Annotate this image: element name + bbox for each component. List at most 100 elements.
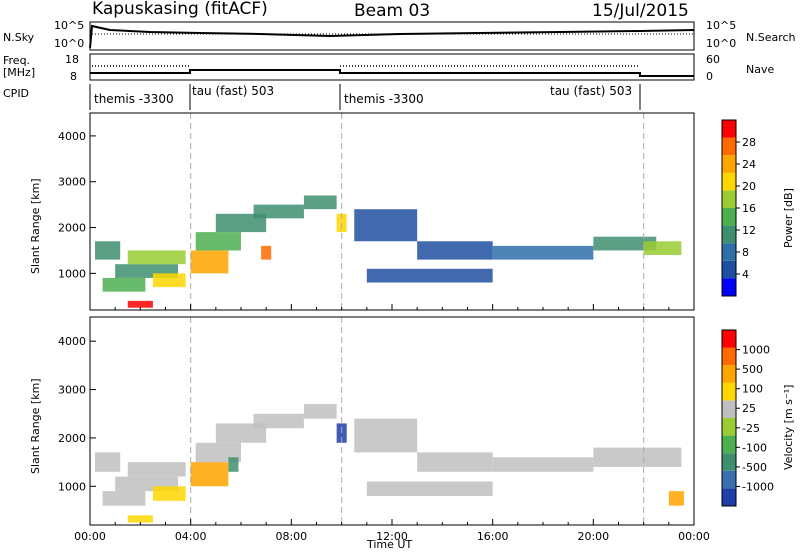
colorbar-swatch bbox=[722, 418, 736, 436]
data-cell bbox=[195, 232, 241, 251]
x-tick-label: 00:00 bbox=[678, 530, 710, 543]
y-tick-label: 4000 bbox=[58, 335, 86, 348]
colorbar-tick-label: 12 bbox=[742, 224, 756, 237]
cpid-segment-1: themis -3300 bbox=[94, 92, 174, 106]
colorbar-swatch bbox=[722, 435, 736, 454]
x-tick-label: 20:00 bbox=[577, 530, 609, 543]
nsky-label: N.Sky bbox=[3, 31, 35, 44]
data-cell bbox=[417, 241, 493, 260]
colorbar-swatch bbox=[722, 190, 736, 208]
x-tick-label: 00:00 bbox=[74, 530, 106, 543]
colorbar-swatch bbox=[722, 470, 736, 489]
colorbar-tick-label: 16 bbox=[742, 202, 756, 215]
colorbar-swatch bbox=[722, 137, 736, 156]
data-cell bbox=[152, 273, 186, 288]
colorbar-swatch bbox=[722, 120, 736, 138]
colorbar-tick-label: 500 bbox=[742, 363, 763, 376]
x-tick-label: 16:00 bbox=[477, 530, 509, 543]
data-cell bbox=[336, 213, 347, 233]
colorbar-tick-label: -500 bbox=[742, 461, 767, 474]
freq-left-tick-top: 18 bbox=[65, 53, 79, 66]
data-cell bbox=[303, 195, 337, 210]
xaxis-label: Time UT bbox=[367, 538, 413, 551]
nave-right-tick-top: 60 bbox=[706, 53, 720, 66]
colorbar-tick-label: 4 bbox=[742, 268, 749, 281]
x-tick-label: 12:00 bbox=[376, 530, 408, 543]
noise-left-tick-top: 10^5 bbox=[54, 19, 85, 32]
colorbar-swatch bbox=[722, 365, 736, 383]
freq-left-tick-bottom: 8 bbox=[70, 70, 77, 83]
y-tick-label: 3000 bbox=[58, 176, 86, 189]
data-cell bbox=[152, 486, 186, 501]
data-cell bbox=[127, 300, 153, 308]
colorbar-swatch bbox=[722, 488, 736, 506]
panel-power: 1000 2000 3000 4000 bbox=[58, 112, 695, 311]
freq-line bbox=[90, 69, 694, 77]
station-title: Kapuskasing (fitACF) bbox=[92, 0, 268, 19]
y-tick-label: 3000 bbox=[58, 384, 86, 397]
data-cell bbox=[253, 204, 304, 219]
colorbar-swatch bbox=[722, 347, 736, 366]
data-cell bbox=[102, 491, 146, 506]
data-cell bbox=[215, 423, 267, 443]
y-tick-label: 4000 bbox=[58, 130, 86, 143]
cpid-segment-3: themis -3300 bbox=[344, 92, 424, 106]
colorbar-tick-label: 24 bbox=[742, 158, 756, 171]
noise-right-tick-top: 10^5 bbox=[706, 19, 737, 32]
data-cell bbox=[354, 209, 418, 242]
cpid-segment-2: tau (fast) 503 bbox=[192, 84, 275, 98]
data-cell bbox=[593, 447, 682, 467]
data-cell bbox=[417, 452, 493, 472]
freq-panel bbox=[89, 53, 695, 81]
colorbar-tick-label: -100 bbox=[742, 441, 767, 454]
velocity-colorbar: 1000 500 100 25 -25 -100 -500 -1000 bbox=[721, 329, 774, 507]
colorbar-swatch bbox=[722, 400, 736, 418]
data-cell bbox=[492, 245, 594, 260]
colorbar-tick-label: -25 bbox=[742, 422, 760, 435]
nave-right-tick-bottom: 0 bbox=[706, 70, 713, 83]
colorbar-swatch bbox=[722, 330, 736, 348]
freq-label: Freq. bbox=[3, 54, 31, 67]
colorbar-tick-label: 25 bbox=[742, 402, 756, 415]
colorbar-tick-label: 8 bbox=[742, 246, 749, 259]
colorbar-swatch bbox=[722, 453, 736, 471]
cpid-segment-4: tau (fast) 503 bbox=[550, 84, 633, 98]
colorbar-swatch bbox=[722, 243, 736, 261]
data-cell bbox=[668, 491, 684, 506]
y-tick-label: 2000 bbox=[58, 432, 86, 445]
data-cell bbox=[643, 241, 682, 256]
data-cell bbox=[127, 250, 186, 265]
colorbar-swatch bbox=[722, 172, 736, 191]
panel-velocity: 1000 2000 3000 4000 00:00 04:00 08:00 12:00 16:0… bbox=[58, 316, 710, 543]
nave-label: Nave bbox=[746, 63, 775, 76]
data-cell bbox=[95, 241, 121, 260]
data-cell bbox=[593, 236, 657, 251]
colorbar-swatch bbox=[722, 208, 736, 226]
data-cell bbox=[127, 462, 186, 477]
x-tick-label: 08:00 bbox=[275, 530, 307, 543]
noise-right-tick-bottom: 10^0 bbox=[706, 37, 737, 50]
data-cell bbox=[354, 418, 418, 453]
y-tick-label: 2000 bbox=[58, 222, 86, 235]
cpid-label: CPID bbox=[3, 87, 30, 100]
data-cell bbox=[127, 515, 153, 523]
colorbar-frame bbox=[721, 329, 737, 507]
colorbar-tick-label: 1000 bbox=[742, 344, 770, 357]
colorbar-swatch bbox=[722, 382, 736, 401]
power-colorbar: 28 24 20 16 12 8 4 bbox=[721, 119, 756, 297]
colorbar-swatch bbox=[722, 155, 736, 173]
nsearch-label: N.Search bbox=[746, 31, 796, 44]
colorbar-swatch bbox=[722, 278, 736, 296]
data-cell bbox=[366, 481, 493, 496]
data-cell bbox=[102, 277, 146, 292]
colorbar-swatch bbox=[722, 260, 736, 279]
noise-sky-line bbox=[89, 24, 695, 49]
data-cell bbox=[190, 250, 229, 274]
data-cell bbox=[261, 245, 272, 260]
data-cell bbox=[228, 457, 239, 472]
data-cell bbox=[492, 457, 594, 472]
freq-unit-label: [MHz] bbox=[3, 66, 36, 79]
date-title: 15/Jul/2015 bbox=[592, 1, 689, 21]
colorbar-tick-label: 20 bbox=[742, 180, 756, 193]
